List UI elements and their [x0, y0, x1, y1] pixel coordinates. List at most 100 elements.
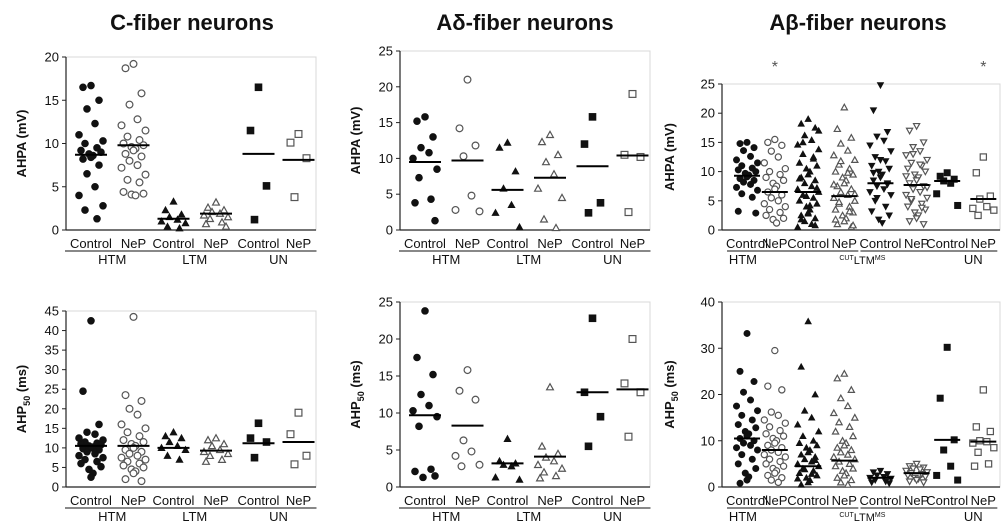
data-point	[873, 194, 881, 202]
data-point	[539, 467, 549, 476]
data-point	[137, 477, 146, 486]
data-point	[919, 479, 928, 487]
data-point	[83, 169, 91, 178]
data-point	[847, 133, 856, 141]
data-point	[847, 184, 856, 193]
data-point	[93, 457, 101, 466]
data-point	[781, 202, 790, 211]
data-point	[869, 169, 878, 177]
data-point	[834, 160, 844, 168]
data-point	[628, 335, 637, 344]
data-point	[161, 431, 170, 440]
data-point	[429, 370, 437, 379]
data-point	[829, 193, 838, 201]
data-point	[954, 201, 962, 209]
data-point	[133, 161, 142, 170]
data-point	[451, 451, 460, 460]
chart-title: Aβ-fiber neurons	[769, 10, 946, 35]
category-label: Control	[787, 493, 829, 508]
data-point	[250, 453, 259, 462]
data-point	[772, 219, 781, 227]
data-point	[738, 190, 746, 198]
data-point	[203, 202, 213, 211]
data-point	[833, 124, 842, 133]
data-point	[795, 439, 804, 446]
data-point	[133, 115, 142, 124]
data-point	[290, 460, 299, 469]
group-label: CUTLTMMS	[839, 512, 885, 524]
data-point	[211, 433, 221, 442]
data-point	[836, 187, 845, 196]
data-point	[83, 428, 91, 437]
data-point	[969, 204, 977, 213]
data-point	[765, 423, 774, 431]
data-point	[767, 194, 776, 202]
data-point	[847, 445, 856, 454]
data-point	[800, 179, 809, 187]
data-point	[535, 473, 545, 482]
data-point	[83, 105, 91, 113]
data-point	[848, 220, 858, 229]
data-point	[87, 81, 95, 90]
data-point	[743, 329, 751, 337]
category-label: Control	[238, 493, 280, 508]
data-point	[539, 214, 549, 223]
data-point	[553, 449, 563, 458]
y-axis-label: AHP50 (ms)	[348, 360, 366, 429]
category-label: Control	[726, 236, 768, 251]
data-point	[829, 408, 838, 417]
data-point	[809, 436, 818, 444]
data-point	[779, 432, 788, 440]
data-point	[533, 183, 543, 192]
data-point	[903, 165, 912, 174]
data-point	[117, 121, 126, 130]
data-point	[431, 216, 439, 225]
data-point	[286, 138, 295, 147]
data-point	[974, 448, 982, 457]
series-UN-Control	[242, 419, 275, 462]
data-point	[129, 59, 138, 68]
data-point	[762, 460, 770, 468]
data-point	[867, 479, 876, 487]
y-tick-label: 5	[386, 443, 393, 458]
data-point	[77, 459, 85, 468]
data-point	[736, 140, 744, 148]
series-UN-NeP	[282, 129, 315, 202]
data-point	[425, 401, 433, 410]
data-point	[843, 480, 852, 488]
data-point	[429, 133, 437, 141]
data-point	[411, 467, 419, 476]
data-point	[800, 455, 809, 463]
category-label: NeP	[832, 236, 857, 251]
data-point	[580, 140, 589, 148]
y-tick-label: 0	[386, 480, 393, 495]
data-point	[219, 439, 229, 448]
data-point	[215, 445, 225, 454]
data-point	[986, 427, 995, 436]
data-point	[843, 146, 852, 154]
data-point	[557, 463, 567, 472]
data-point	[983, 202, 991, 211]
series-CUTLTMMS-NeP	[829, 103, 859, 231]
data-point	[201, 456, 211, 465]
data-point	[302, 154, 311, 163]
y-tick-label: 25	[379, 295, 393, 310]
data-point	[979, 386, 988, 394]
data-point	[217, 454, 227, 463]
series-HTM-NeP	[451, 75, 484, 216]
data-point	[511, 167, 520, 175]
data-point	[413, 117, 421, 125]
group-label: UN	[964, 509, 983, 524]
plot-frame	[399, 50, 651, 231]
data-point	[139, 463, 148, 472]
data-point	[223, 449, 233, 458]
data-point	[880, 186, 888, 194]
data-point	[804, 478, 812, 486]
data-point	[836, 156, 845, 165]
data-point	[135, 136, 144, 145]
data-point	[811, 390, 819, 398]
data-point	[91, 119, 99, 128]
data-point	[869, 469, 878, 477]
data-point	[762, 173, 770, 182]
